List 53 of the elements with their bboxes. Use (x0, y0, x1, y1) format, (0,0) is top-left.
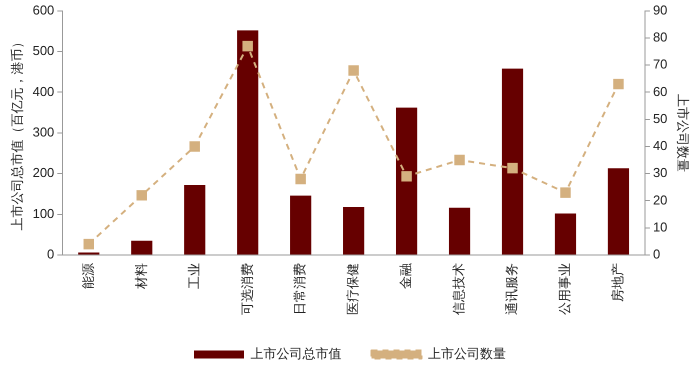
point (189, 141, 200, 152)
x-tick-label: 材料 (133, 263, 148, 290)
y-tick-label: 300 (32, 124, 54, 140)
y2-tick-label: 0 (652, 246, 660, 262)
y2-tick-label: 80 (652, 30, 668, 45)
y2-tick-label: 30 (652, 165, 668, 180)
x-tick-label: 工业 (186, 263, 202, 289)
x-tick-label: 金融 (398, 263, 414, 289)
point (84, 238, 94, 250)
y-tick-label: 600 (32, 2, 54, 18)
bar (131, 240, 152, 254)
x-tick-label: 可选消费 (239, 263, 254, 315)
x-tick-label: 能源 (80, 263, 96, 289)
y-tick-label: 200 (32, 165, 54, 180)
point (507, 162, 518, 174)
point (295, 174, 306, 184)
bar (184, 184, 206, 254)
y2-tick-label: 70 (652, 56, 668, 72)
point (401, 171, 412, 182)
x-tick-label: 通讯服务 (504, 263, 520, 315)
bar (396, 108, 418, 254)
point (242, 40, 253, 52)
point (454, 154, 465, 166)
y-tick-label: 500 (32, 43, 54, 58)
point (560, 187, 571, 198)
x-tick-label: 日常消费 (292, 263, 308, 315)
bar (237, 30, 258, 254)
y-tick-label: 400 (32, 84, 54, 99)
bar (343, 206, 364, 254)
y-axis-title: 上市公司总市值（百亿元，港币） (9, 35, 24, 230)
bar (608, 168, 630, 254)
bar (502, 68, 524, 254)
x-tick-label: 医疗保健 (345, 263, 360, 315)
bar (554, 213, 576, 254)
y2-tick-label: 90 (652, 2, 668, 18)
y-tick-label: 100 (32, 206, 54, 221)
y2-axis-title: 上市公司数量 (676, 94, 691, 172)
legend-label: 上市公司数量 (428, 346, 506, 362)
x-tick-label: 房地产 (610, 263, 626, 302)
y2-tick-label: 40 (652, 138, 668, 154)
point (348, 65, 359, 76)
x-tick-label: 公用事业 (557, 263, 572, 315)
legend-label: 上市公司总市值 (250, 346, 342, 362)
y2-tick-label: 60 (652, 84, 668, 99)
y2-tick-label: 10 (652, 219, 668, 234)
x-tick-label: 信息技术 (451, 263, 466, 315)
bar (448, 208, 470, 254)
y2-tick-label: 50 (652, 110, 668, 126)
point (613, 78, 624, 90)
point (136, 190, 147, 201)
y-tick-label: 0 (47, 246, 54, 262)
bar (290, 196, 312, 254)
y2-tick-label: 20 (652, 192, 668, 208)
